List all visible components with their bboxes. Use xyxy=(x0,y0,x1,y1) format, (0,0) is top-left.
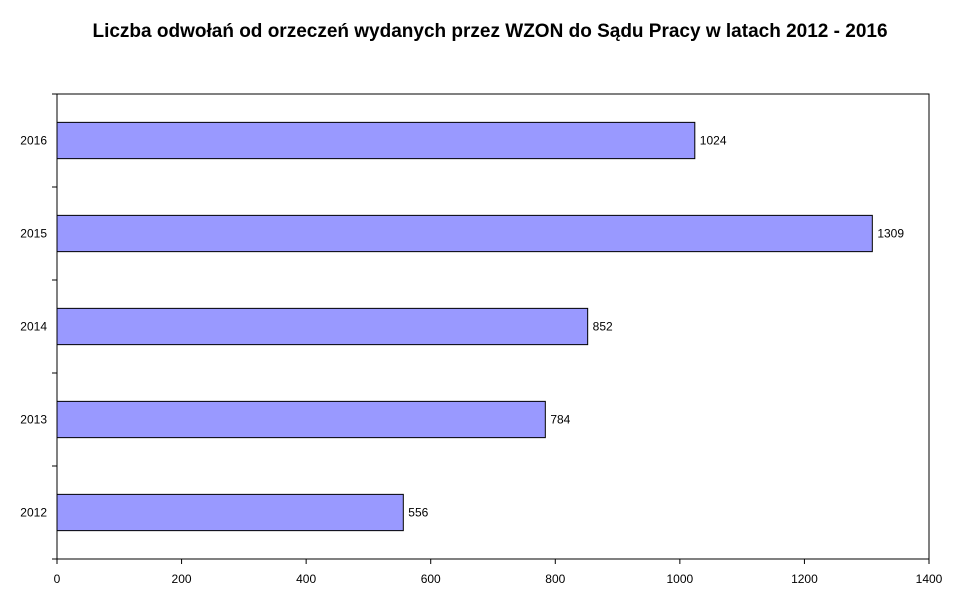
x-tick-label-600: 600 xyxy=(421,572,441,586)
x-tick-label-800: 800 xyxy=(545,572,565,586)
x-axis: 0 200 400 600 800 1000 1200 1400 xyxy=(54,559,943,586)
bars-group: 556 784 852 1309 1024 xyxy=(56,121,904,532)
x-tick-label-1000: 1000 xyxy=(667,572,694,586)
x-tick-label-0: 0 xyxy=(54,572,61,586)
data-label-2016: 1024 xyxy=(700,134,727,148)
data-label-2014: 852 xyxy=(593,320,613,334)
y-tick-label-2015: 2015 xyxy=(20,227,47,241)
bar-2012 xyxy=(56,493,404,532)
y-tick-label-2013: 2013 xyxy=(20,413,47,427)
y-axis: 2012 2013 2014 2015 2016 xyxy=(20,93,57,560)
data-label-2015: 1309 xyxy=(877,227,904,241)
bar-2014 xyxy=(56,307,589,346)
x-tick-label-400: 400 xyxy=(296,572,316,586)
x-tick-label-1400: 1400 xyxy=(916,572,943,586)
y-tick-label-2012: 2012 xyxy=(20,506,47,520)
chart-title: Liczba odwołań od orzeczeń wydanych prze… xyxy=(92,21,888,42)
data-label-2013: 784 xyxy=(550,413,570,427)
bar-2013 xyxy=(56,400,546,439)
y-tick-label-2016: 2016 xyxy=(20,134,47,148)
data-label-2012: 556 xyxy=(408,506,428,520)
bar-2015 xyxy=(56,214,873,253)
x-tick-label-1200: 1200 xyxy=(791,572,818,586)
x-tick-label-200: 200 xyxy=(172,572,192,586)
bar-2016 xyxy=(56,121,696,160)
y-tick-label-2014: 2014 xyxy=(20,320,47,334)
